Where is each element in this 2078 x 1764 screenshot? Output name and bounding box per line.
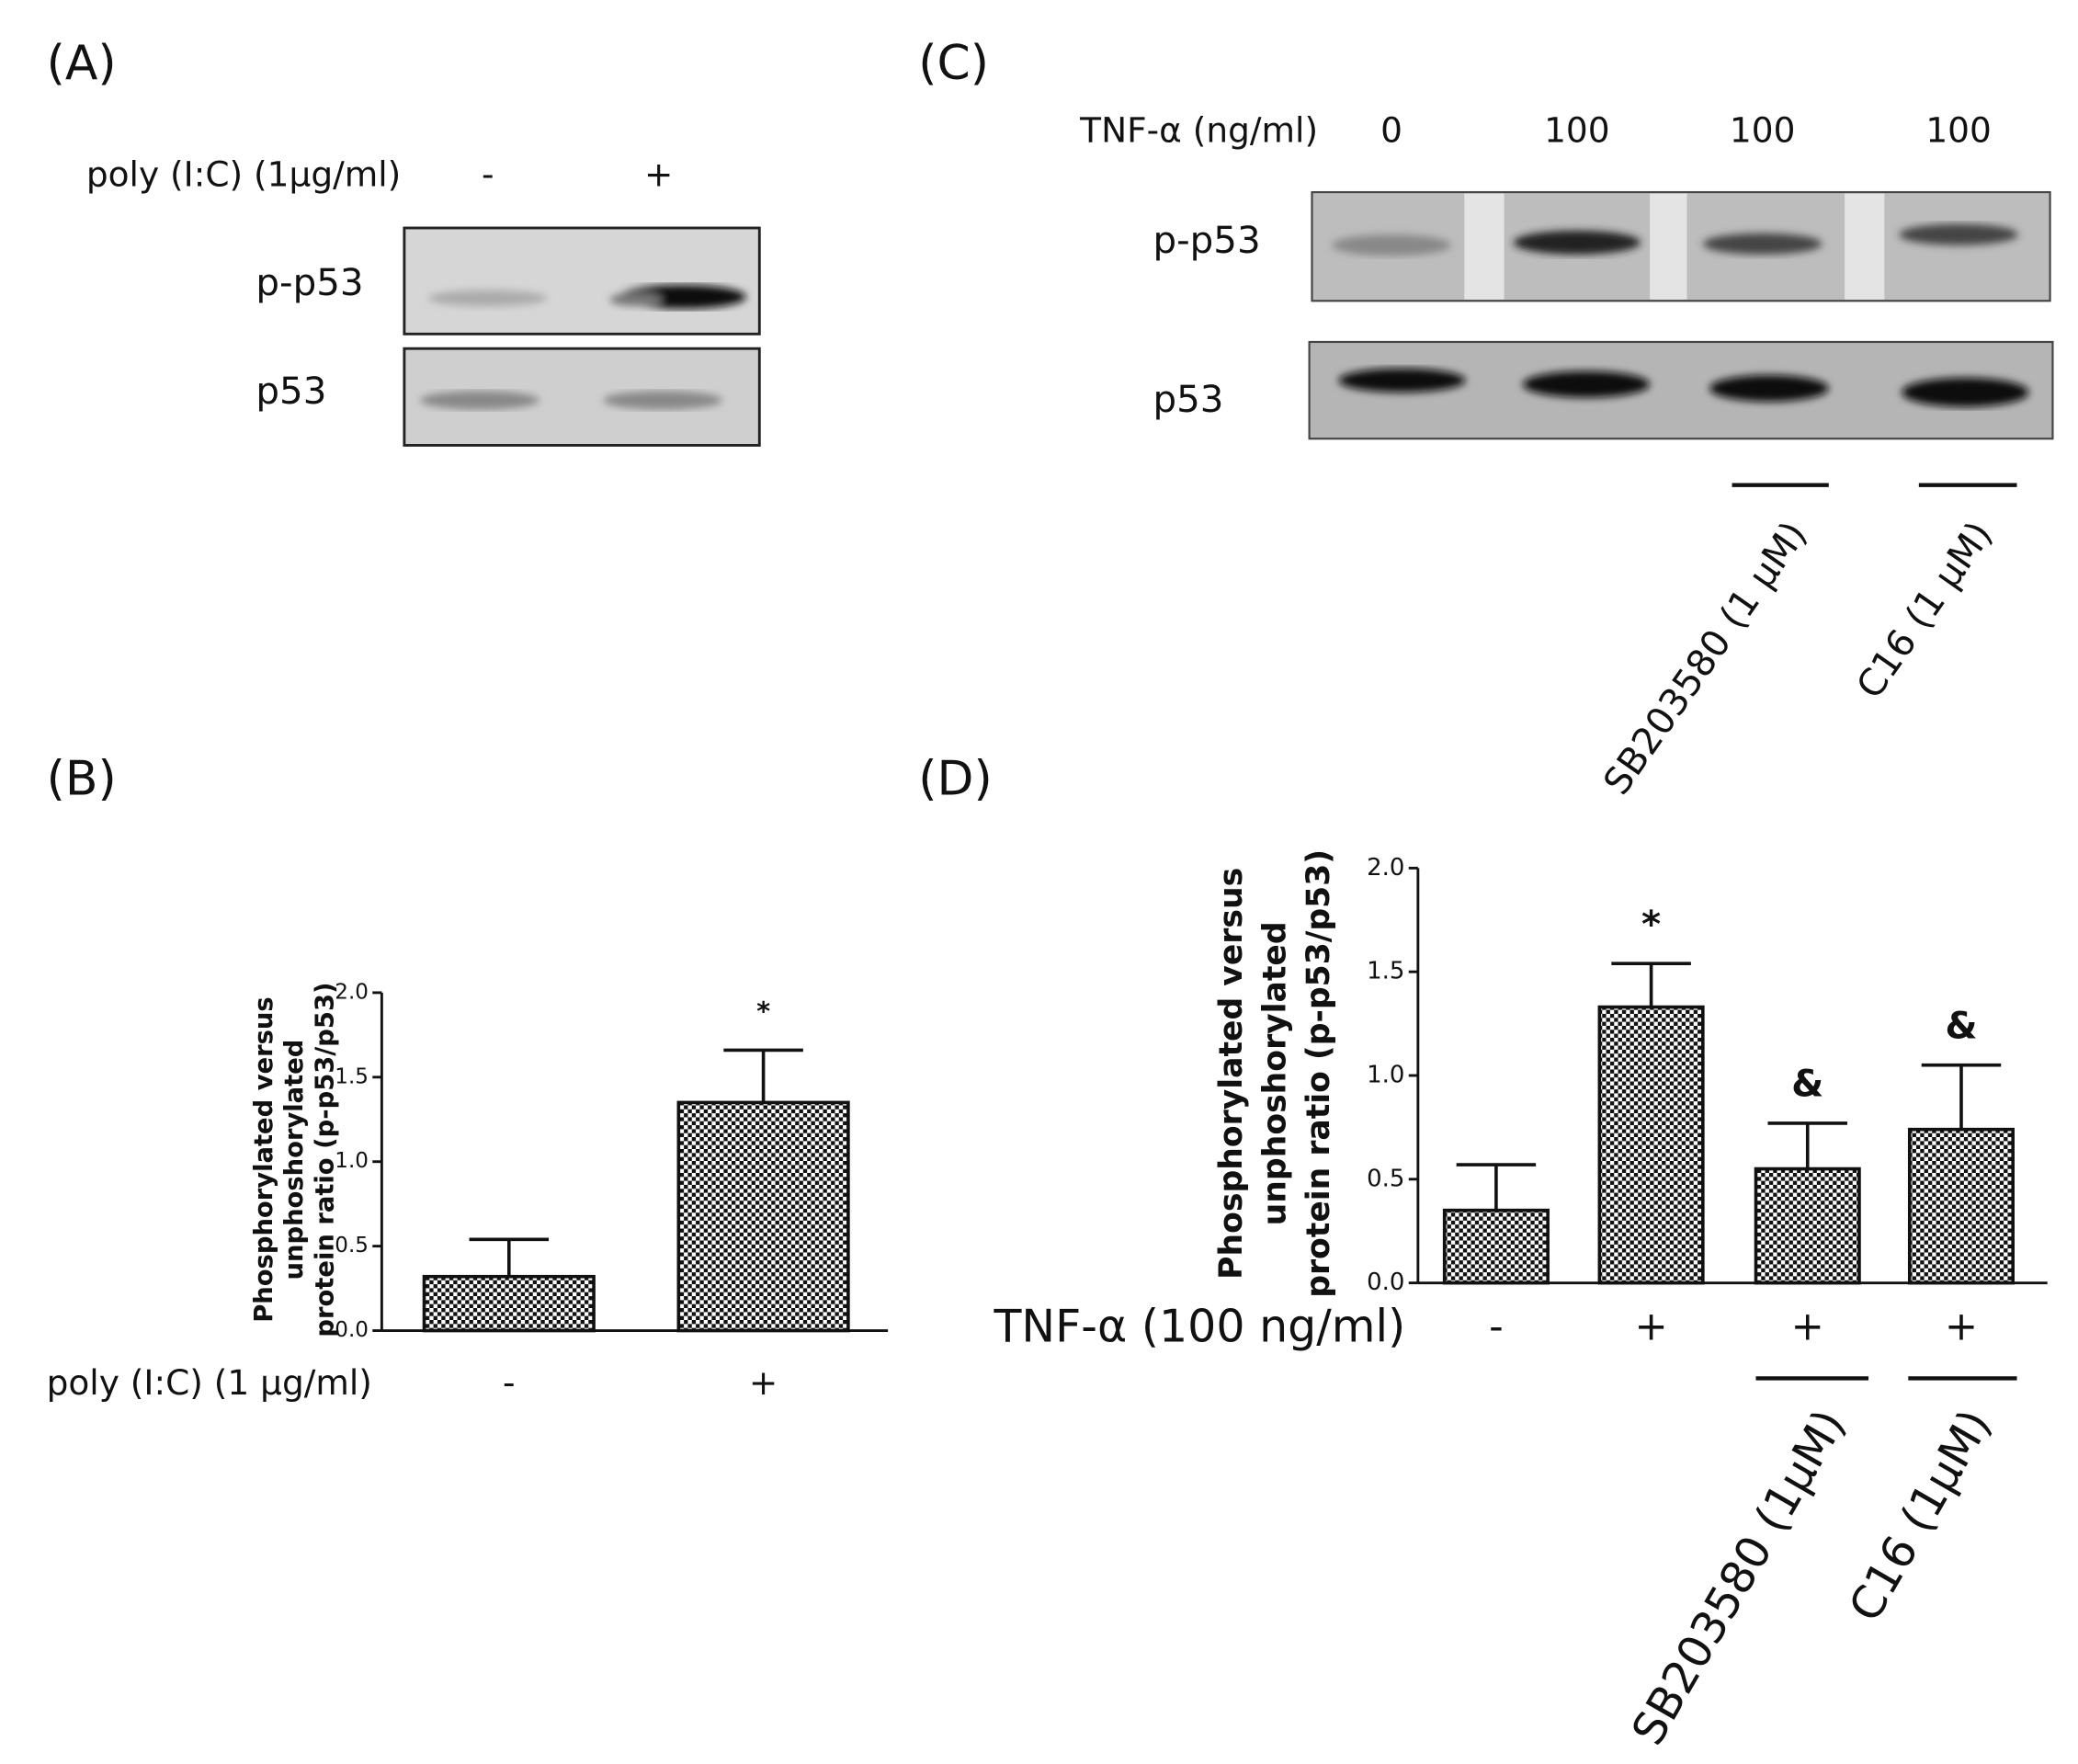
band-label: p-p53 [255, 261, 363, 304]
x-tick-label: + [749, 1362, 778, 1403]
y-axis-label: protein ratio (p-p53/p53) [1300, 849, 1337, 1298]
y-tick-label: 0.5 [1367, 1165, 1404, 1192]
bar [676, 1100, 850, 1333]
inhibitor-label: C16 (1μM) [1838, 1401, 2002, 1631]
bar [1754, 1167, 1861, 1285]
bar [1597, 1005, 1705, 1285]
treatment-label: poly (I:C) (1μg/ml) [86, 154, 401, 194]
panel-label: (D) [918, 752, 992, 807]
treatment-label: TNF-α (ng/ml) [1079, 110, 1318, 151]
panel-label: (C) [918, 36, 989, 91]
condition-label: 100 [1544, 110, 1610, 151]
bar [1907, 1127, 2016, 1285]
condition-label: 100 [1925, 110, 1992, 151]
y-tick-label: 2.0 [335, 980, 369, 1004]
y-axis-label: protein ratio (p-p53/p53) [311, 982, 339, 1337]
y-tick-label: 0.5 [335, 1234, 369, 1258]
significance-mark: * [1641, 903, 1661, 946]
y-tick-label: 1.0 [1367, 1061, 1404, 1088]
significance-mark: & [1791, 1063, 1823, 1106]
panel-label: (A) [47, 36, 117, 91]
significance-mark: & [1945, 1004, 1977, 1047]
x-tick-label: + [1945, 1304, 1978, 1350]
condition-label: - [482, 154, 494, 194]
bands [427, 284, 746, 309]
y-tick-label: 1.0 [335, 1149, 369, 1173]
condition-label: 0 [1380, 110, 1402, 151]
bands [1332, 223, 2018, 256]
bands [1338, 368, 2029, 407]
significance-mark: * [756, 996, 770, 1027]
treatment-label: poly (I:C) (1 μg/ml) [47, 1362, 372, 1403]
y-axis-label: unphoshorylated [280, 1040, 309, 1280]
inhibitor-label: SB203580 (1μM) [1621, 1401, 1856, 1754]
x-tick-label: + [1791, 1304, 1824, 1350]
y-tick-label: 0.0 [335, 1318, 369, 1342]
panel-label: (B) [47, 752, 117, 807]
inhibitor-label: C16 (1 μM) [1848, 514, 2001, 707]
blot [403, 226, 761, 336]
y-axis-label: Phosphorylated versus [1213, 868, 1250, 1280]
treatment-label: TNF-α (100 ng/ml) [993, 1300, 1405, 1353]
band-label: p-p53 [1153, 219, 1260, 262]
bands [420, 391, 722, 410]
condition-label: + [644, 154, 673, 194]
y-axis-label: unphoshorylated [1257, 921, 1294, 1225]
inhibitor-label: SB203580 (1 μM) [1595, 514, 1816, 802]
y-axis-label: Phosphorylated versus [250, 996, 278, 1323]
bar [422, 1274, 596, 1333]
band-label: p53 [255, 370, 326, 413]
condition-label: 100 [1730, 110, 1796, 151]
x-tick-label: - [1489, 1304, 1504, 1350]
y-tick-label: 0.0 [1367, 1269, 1404, 1296]
y-tick-label: 2.0 [1367, 854, 1404, 882]
bar [1442, 1208, 1550, 1285]
y-tick-label: 1.5 [335, 1064, 369, 1088]
band-label: p53 [1153, 378, 1223, 421]
y-tick-label: 1.5 [1367, 958, 1404, 985]
lane-gaps [1464, 193, 1885, 300]
x-tick-label: + [1634, 1304, 1667, 1350]
x-tick-label: - [503, 1362, 516, 1403]
